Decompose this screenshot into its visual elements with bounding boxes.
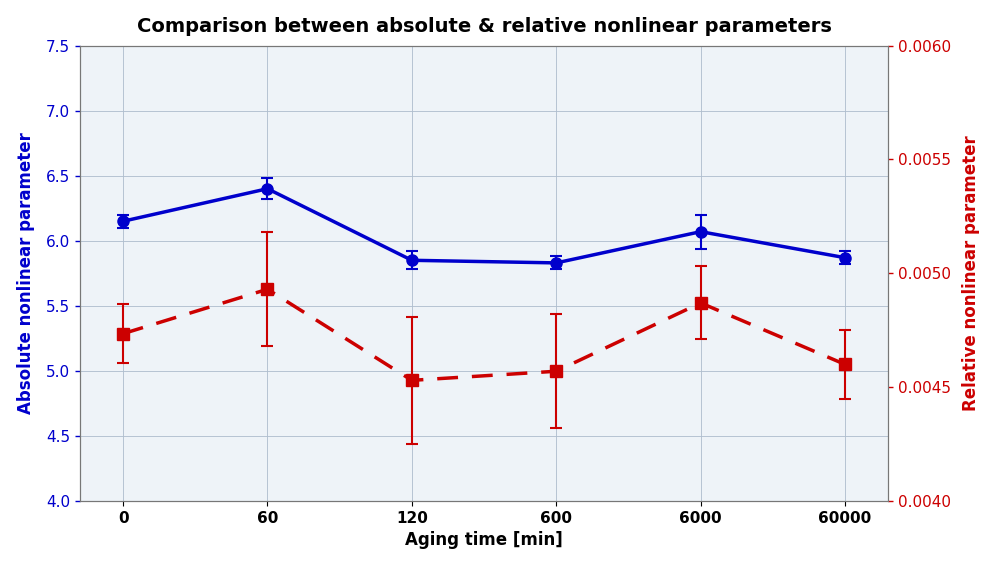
Y-axis label: Absolute nonlinear parameter: Absolute nonlinear parameter	[17, 132, 35, 414]
X-axis label: Aging time [min]: Aging time [min]	[405, 531, 563, 550]
Title: Comparison between absolute & relative nonlinear parameters: Comparison between absolute & relative n…	[137, 16, 831, 36]
Y-axis label: Relative nonlinear parameter: Relative nonlinear parameter	[962, 135, 980, 411]
